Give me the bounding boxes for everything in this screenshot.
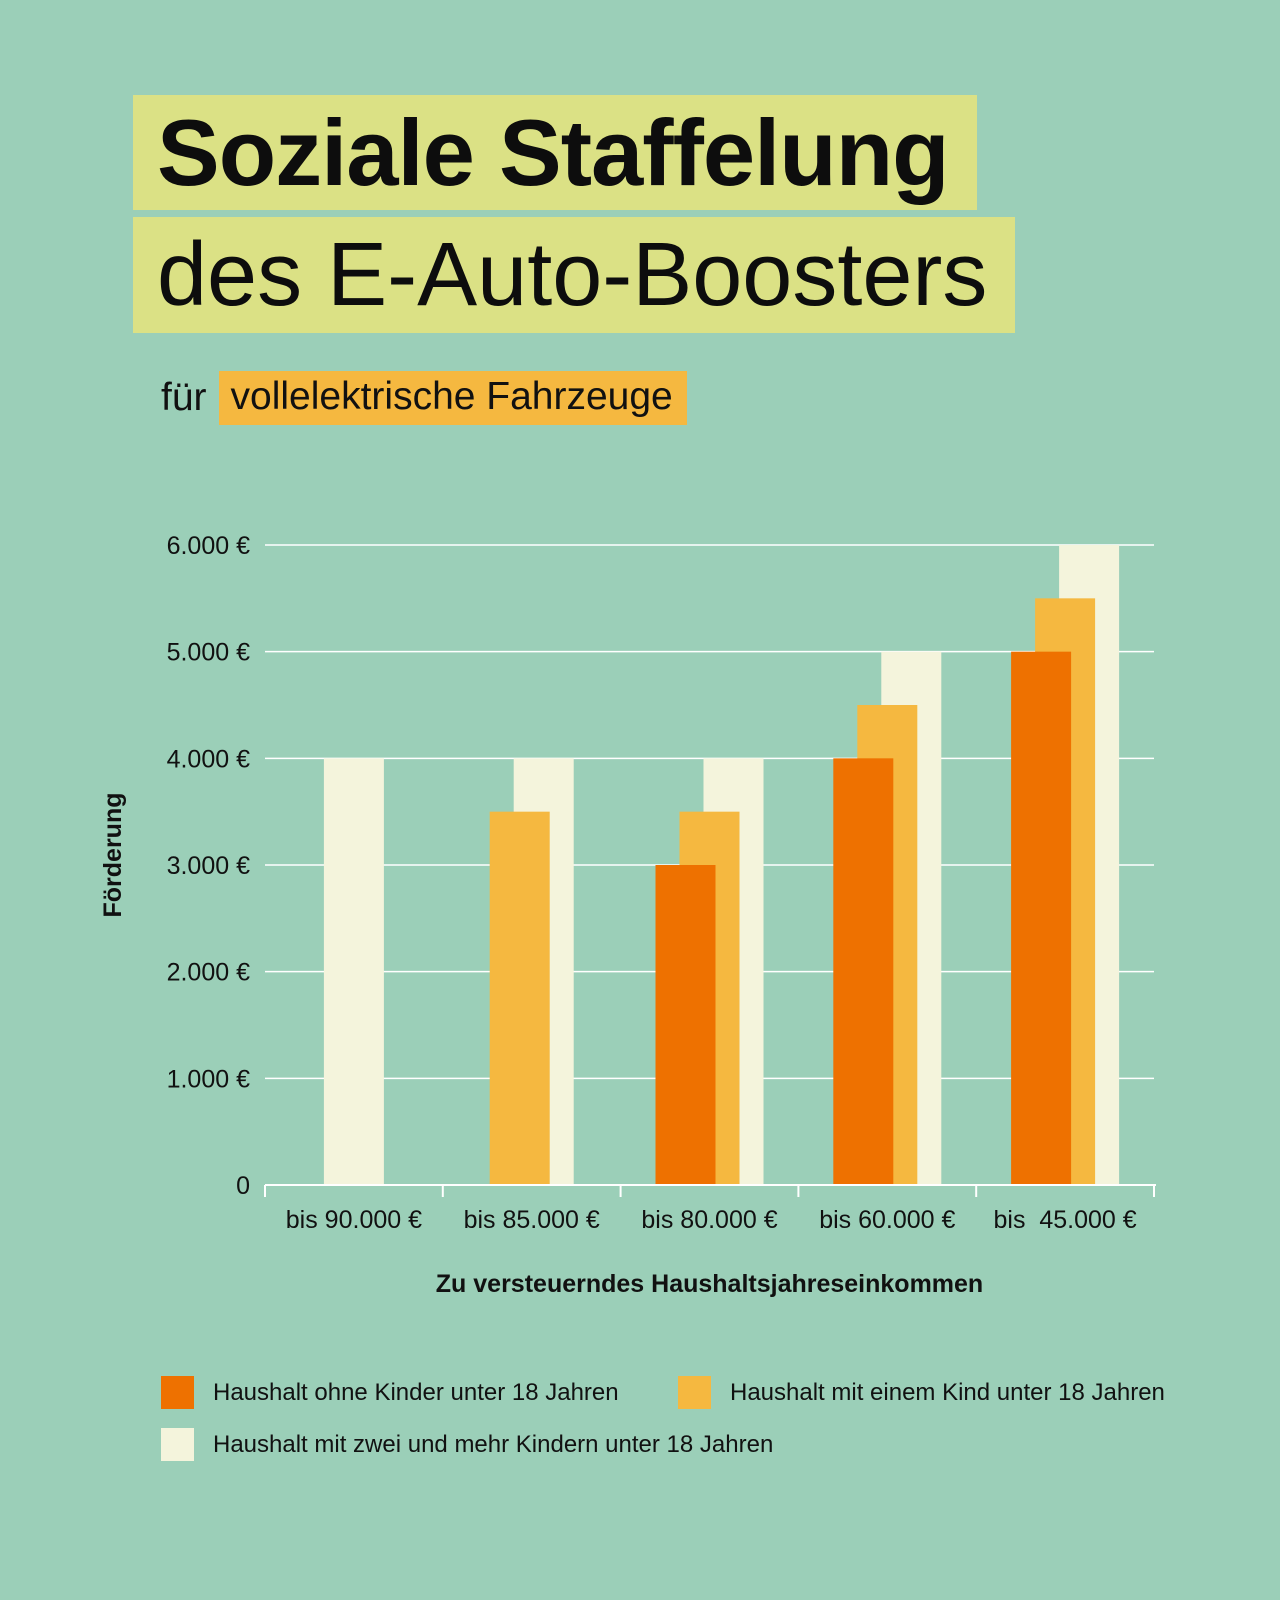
x-tick-label-1: bis 85.000 € — [464, 1206, 600, 1234]
x-tick-label-2: bis 80.000 € — [641, 1206, 777, 1234]
y-tick-label-5: 5.000 € — [167, 639, 251, 667]
legend-swatch-1 — [678, 1376, 711, 1409]
bar-s0-c4 — [1011, 651, 1072, 1185]
legend-swatch-0 — [161, 1376, 194, 1409]
legend-swatch-2 — [161, 1428, 194, 1461]
title-line-1: Soziale Staffelung — [133, 95, 977, 210]
bar-s1-c1 — [489, 811, 550, 1185]
y-tick-label-2: 2.000 € — [167, 959, 251, 987]
y-tick-label-6: 6.000 € — [167, 532, 251, 560]
title-line-1-text: Soziale Staffelung — [157, 99, 950, 205]
y-axis-title: Förderung — [99, 793, 127, 918]
subtitle: für vollelektrische Fahrzeuge — [161, 370, 687, 426]
legend-label-2: Haushalt mit zwei und mehr Kindern unter… — [213, 1430, 774, 1458]
legend-item-1: Haushalt mit einem Kind unter 18 Jahren — [678, 1376, 1165, 1409]
y-tick-label-4: 4.000 € — [167, 745, 251, 773]
y-tick-label-0: 0 — [236, 1172, 250, 1200]
legend-item-0: Haushalt ohne Kinder unter 18 Jahren — [161, 1376, 619, 1409]
x-axis-title: Zu versteuerndes Haushaltsjahreseinkomme… — [436, 1270, 983, 1298]
subtitle-prefix: für — [161, 376, 207, 419]
legend-label-0: Haushalt ohne Kinder unter 18 Jahren — [213, 1378, 619, 1406]
bar-s2-c0 — [323, 758, 384, 1185]
subtitle-highlight: vollelektrische Fahrzeuge — [218, 371, 687, 425]
x-tick-label-0: bis 90.000 € — [286, 1206, 422, 1234]
bar-s0-c2 — [655, 865, 716, 1185]
title-line-2: des E-Auto-Boosters — [133, 217, 1016, 333]
bar-s0-c3 — [833, 758, 894, 1185]
x-tick-label-3: bis 60.000 € — [819, 1206, 955, 1234]
y-tick-label-1: 1.000 € — [167, 1065, 251, 1093]
legend-label-1: Haushalt mit einem Kind unter 18 Jahren — [730, 1378, 1165, 1406]
title-line-2-text: des E-Auto-Boosters — [157, 225, 988, 325]
y-tick-label-3: 3.000 € — [167, 852, 251, 880]
legend-item-2: Haushalt mit zwei und mehr Kindern unter… — [161, 1428, 773, 1461]
x-tick-label-4: bis 45.000 € — [994, 1206, 1137, 1234]
